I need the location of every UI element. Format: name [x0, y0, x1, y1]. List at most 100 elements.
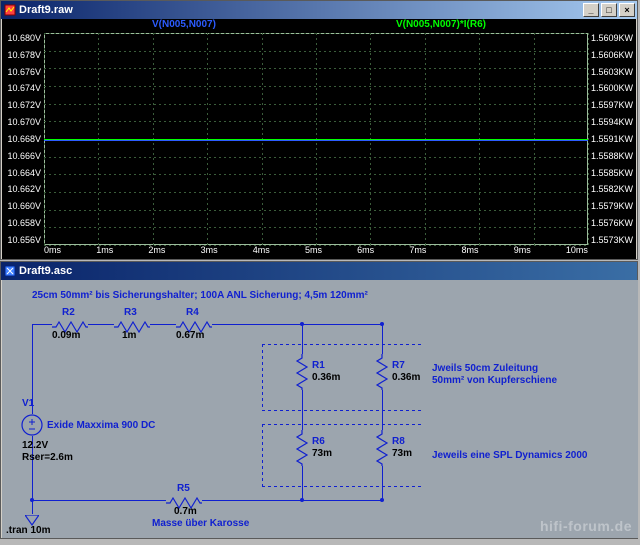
plot-area[interactable]: V(N005,N007) V(N005,N007)*I(R6) 10.680V 1…	[2, 19, 636, 259]
annotation-right-2: Jeweils eine SPL Dynamics 2000	[432, 450, 587, 461]
y-tick-left: 10.668V	[2, 134, 41, 144]
y-tick-right: 1.5591KW	[591, 134, 636, 144]
label-v1-value2: Rser=2.6m	[22, 452, 73, 463]
label-r3-name: R3	[124, 307, 137, 318]
schematic-window: Draft9.asc 25cm 50mm² bis Sicherungshalt…	[0, 261, 638, 539]
y-tick-right: 1.5573KW	[591, 235, 636, 245]
x-tick: 10ms	[566, 245, 588, 259]
y-tick-left: 10.656V	[2, 235, 41, 245]
y-tick-left: 10.676V	[2, 67, 41, 77]
resistor-r2[interactable]	[52, 319, 88, 329]
voltage-source-v1[interactable]	[21, 414, 43, 436]
x-tick: 7ms	[409, 245, 426, 259]
label-r5-value: 0.7m	[174, 506, 197, 517]
y-tick-left: 10.664V	[2, 168, 41, 178]
dashed-box	[262, 344, 422, 345]
wire	[32, 324, 52, 325]
wire	[32, 500, 33, 514]
wire	[202, 500, 382, 501]
plot-grid	[44, 33, 588, 245]
x-tick: 0ms	[44, 245, 61, 259]
dashed-box	[262, 486, 422, 487]
y-tick-right: 1.5600KW	[591, 83, 636, 93]
label-r4-name: R4	[186, 307, 199, 318]
y-axis-right[interactable]: 1.5609KW1.5606KW1.5603KW1.5600KW1.5597KW…	[588, 33, 636, 245]
y-tick-right: 1.5585KW	[591, 168, 636, 178]
y-tick-right: 1.5594KW	[591, 117, 636, 127]
label-r7-value: 0.36m	[392, 372, 420, 383]
y-tick-left: 10.666V	[2, 151, 41, 161]
y-tick-left: 10.662V	[2, 184, 41, 194]
y-tick-right: 1.5609KW	[591, 33, 636, 43]
resistor-r5[interactable]	[166, 495, 202, 505]
y-axis-left[interactable]: 10.680V10.678V10.676V10.674V10.672V10.67…	[2, 33, 44, 245]
close-button[interactable]: ×	[619, 3, 635, 17]
wire	[150, 324, 176, 325]
x-tick: 2ms	[148, 245, 165, 259]
label-r5-name: R5	[177, 483, 190, 494]
wire	[32, 500, 166, 501]
x-axis[interactable]: 0ms1ms2ms3ms4ms5ms6ms7ms8ms9ms10ms	[44, 245, 588, 259]
trace-green	[44, 139, 588, 140]
label-v1-value1: 12.2V	[22, 440, 48, 451]
y-tick-right: 1.5579KW	[591, 201, 636, 211]
x-tick: 1ms	[96, 245, 113, 259]
resistor-r6[interactable]	[297, 430, 307, 466]
annotation-ground: Masse über Karosse	[152, 518, 249, 529]
y-tick-right: 1.5606KW	[591, 50, 636, 60]
label-v1-name: V1	[22, 398, 34, 409]
schematic-title: Draft9.asc	[19, 265, 635, 277]
wire	[88, 324, 114, 325]
schematic-titlebar[interactable]: Draft9.asc	[1, 262, 637, 280]
app-icon	[3, 3, 17, 17]
plot-window: Draft9.raw _ □ × V(N005,N007) V(N005,N00…	[0, 0, 638, 260]
watermark: hifi-forum.de	[540, 518, 632, 534]
label-r2-value: 0.09m	[52, 330, 80, 341]
y-tick-left: 10.672V	[2, 100, 41, 110]
y-tick-right: 1.5603KW	[591, 67, 636, 77]
plot-title: Draft9.raw	[19, 4, 581, 16]
maximize-button[interactable]: □	[601, 3, 617, 17]
legend-item-1[interactable]: V(N005,N007)	[152, 19, 216, 33]
resistor-r1[interactable]	[297, 354, 307, 390]
resistor-r7[interactable]	[377, 354, 387, 390]
x-tick: 8ms	[462, 245, 479, 259]
dashed-box	[262, 410, 422, 411]
x-tick: 3ms	[201, 245, 218, 259]
y-tick-left: 10.658V	[2, 218, 41, 228]
resistor-r3[interactable]	[114, 319, 150, 329]
annotation-v1: Exide Maxxima 900 DC	[47, 420, 155, 431]
resistor-r8[interactable]	[377, 430, 387, 466]
label-r8-value: 73m	[392, 448, 412, 459]
x-tick: 9ms	[514, 245, 531, 259]
annotation-top: 25cm 50mm² bis Sicherungshalter; 100A AN…	[32, 290, 368, 301]
wire	[302, 390, 303, 430]
label-r2-name: R2	[62, 307, 75, 318]
wire	[382, 324, 383, 354]
annotation-right-1b: 50mm² von Kupferschiene	[432, 375, 557, 386]
y-tick-left: 10.660V	[2, 201, 41, 211]
label-r4-value: 0.67m	[176, 330, 204, 341]
y-tick-right: 1.5582KW	[591, 184, 636, 194]
wire	[302, 466, 303, 500]
label-r6-name: R6	[312, 436, 325, 447]
schematic-canvas[interactable]: 25cm 50mm² bis Sicherungshalter; 100A AN…	[2, 280, 638, 538]
label-r7-name: R7	[392, 360, 405, 371]
minimize-button[interactable]: _	[583, 3, 599, 17]
label-r1-name: R1	[312, 360, 325, 371]
label-r8-name: R8	[392, 436, 405, 447]
plot-titlebar[interactable]: Draft9.raw _ □ ×	[1, 1, 637, 19]
wire	[382, 466, 383, 500]
x-tick: 5ms	[305, 245, 322, 259]
spice-directive: .tran 10m	[6, 525, 50, 536]
annotation-right-1a: Jweils 50cm Zuleitung	[432, 363, 538, 374]
wire	[382, 390, 383, 430]
y-tick-right: 1.5576KW	[591, 218, 636, 228]
y-tick-left: 10.678V	[2, 50, 41, 60]
y-tick-left: 10.680V	[2, 33, 41, 43]
resistor-r4[interactable]	[176, 319, 212, 329]
wire	[212, 324, 382, 325]
app-icon	[3, 264, 17, 278]
legend-item-2[interactable]: V(N005,N007)*I(R6)	[396, 19, 486, 33]
label-r3-value: 1m	[122, 330, 136, 341]
